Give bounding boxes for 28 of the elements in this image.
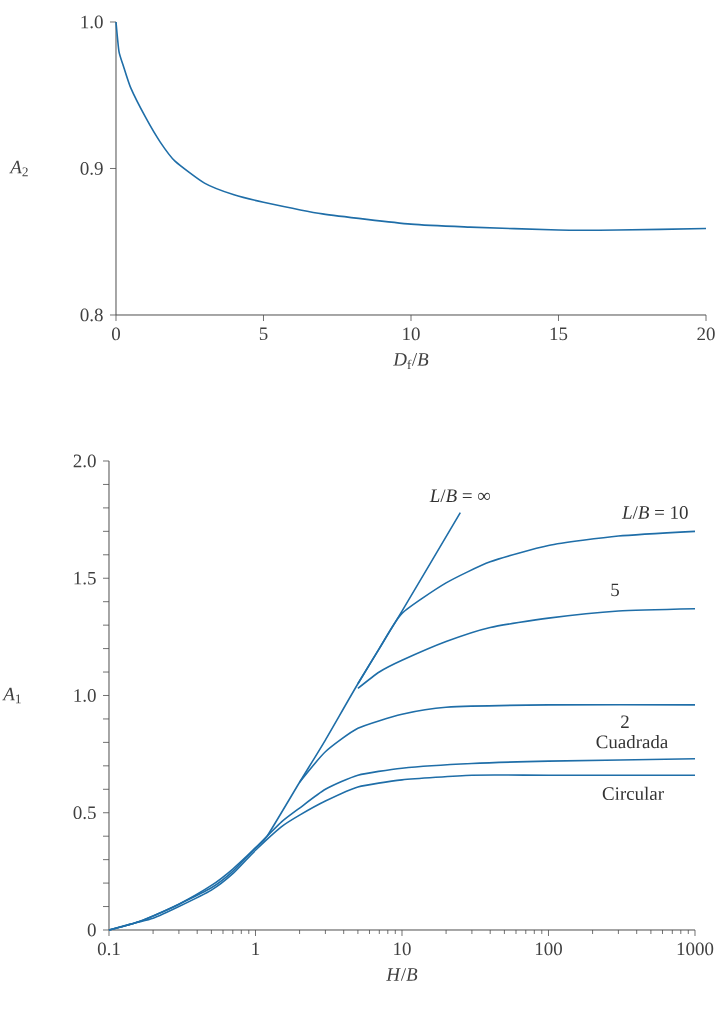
- x-axis-title: H/B: [386, 968, 418, 981]
- x-tick-label: 10: [394, 942, 411, 956]
- x-tick-label: 100: [535, 942, 562, 956]
- y-tick-label: 0: [87, 923, 96, 937]
- x-tick-label: 5: [259, 327, 268, 341]
- series-label: L/B = ∞: [429, 489, 491, 503]
- series-label: 2: [621, 715, 629, 728]
- x-axis-title: D$_{f}$/B: [393, 353, 429, 369]
- y-tick-label: 0.8: [80, 308, 103, 322]
- x-tick-label: 10: [403, 327, 420, 341]
- x-tick-label: 1000: [677, 942, 714, 956]
- series-label: 5: [611, 583, 619, 597]
- series-label: Circular: [602, 786, 664, 801]
- y-tick-label: 0.5: [73, 806, 96, 820]
- y-tick-label: 1.0: [81, 15, 103, 29]
- x-tick-label: 20: [697, 327, 715, 341]
- y-tick-label: 1.5: [74, 571, 96, 585]
- y-tick-label: 0.9: [80, 162, 103, 175]
- y-tick-label: 1.0: [74, 689, 96, 702]
- y-tick-label: 2.0: [73, 454, 96, 468]
- x-tick-label: 15: [550, 327, 568, 341]
- series-label: Cuadrada: [596, 734, 669, 749]
- y-axis-title: A$_{2}$: [9, 160, 28, 177]
- x-tick-label: 0: [111, 327, 120, 341]
- x-tick-label: 1: [252, 942, 260, 955]
- series-label: L/B = 10: [621, 506, 688, 519]
- x-tick-label: 0.1: [97, 942, 120, 956]
- y-axis-title: A$_{1}$: [2, 687, 21, 704]
